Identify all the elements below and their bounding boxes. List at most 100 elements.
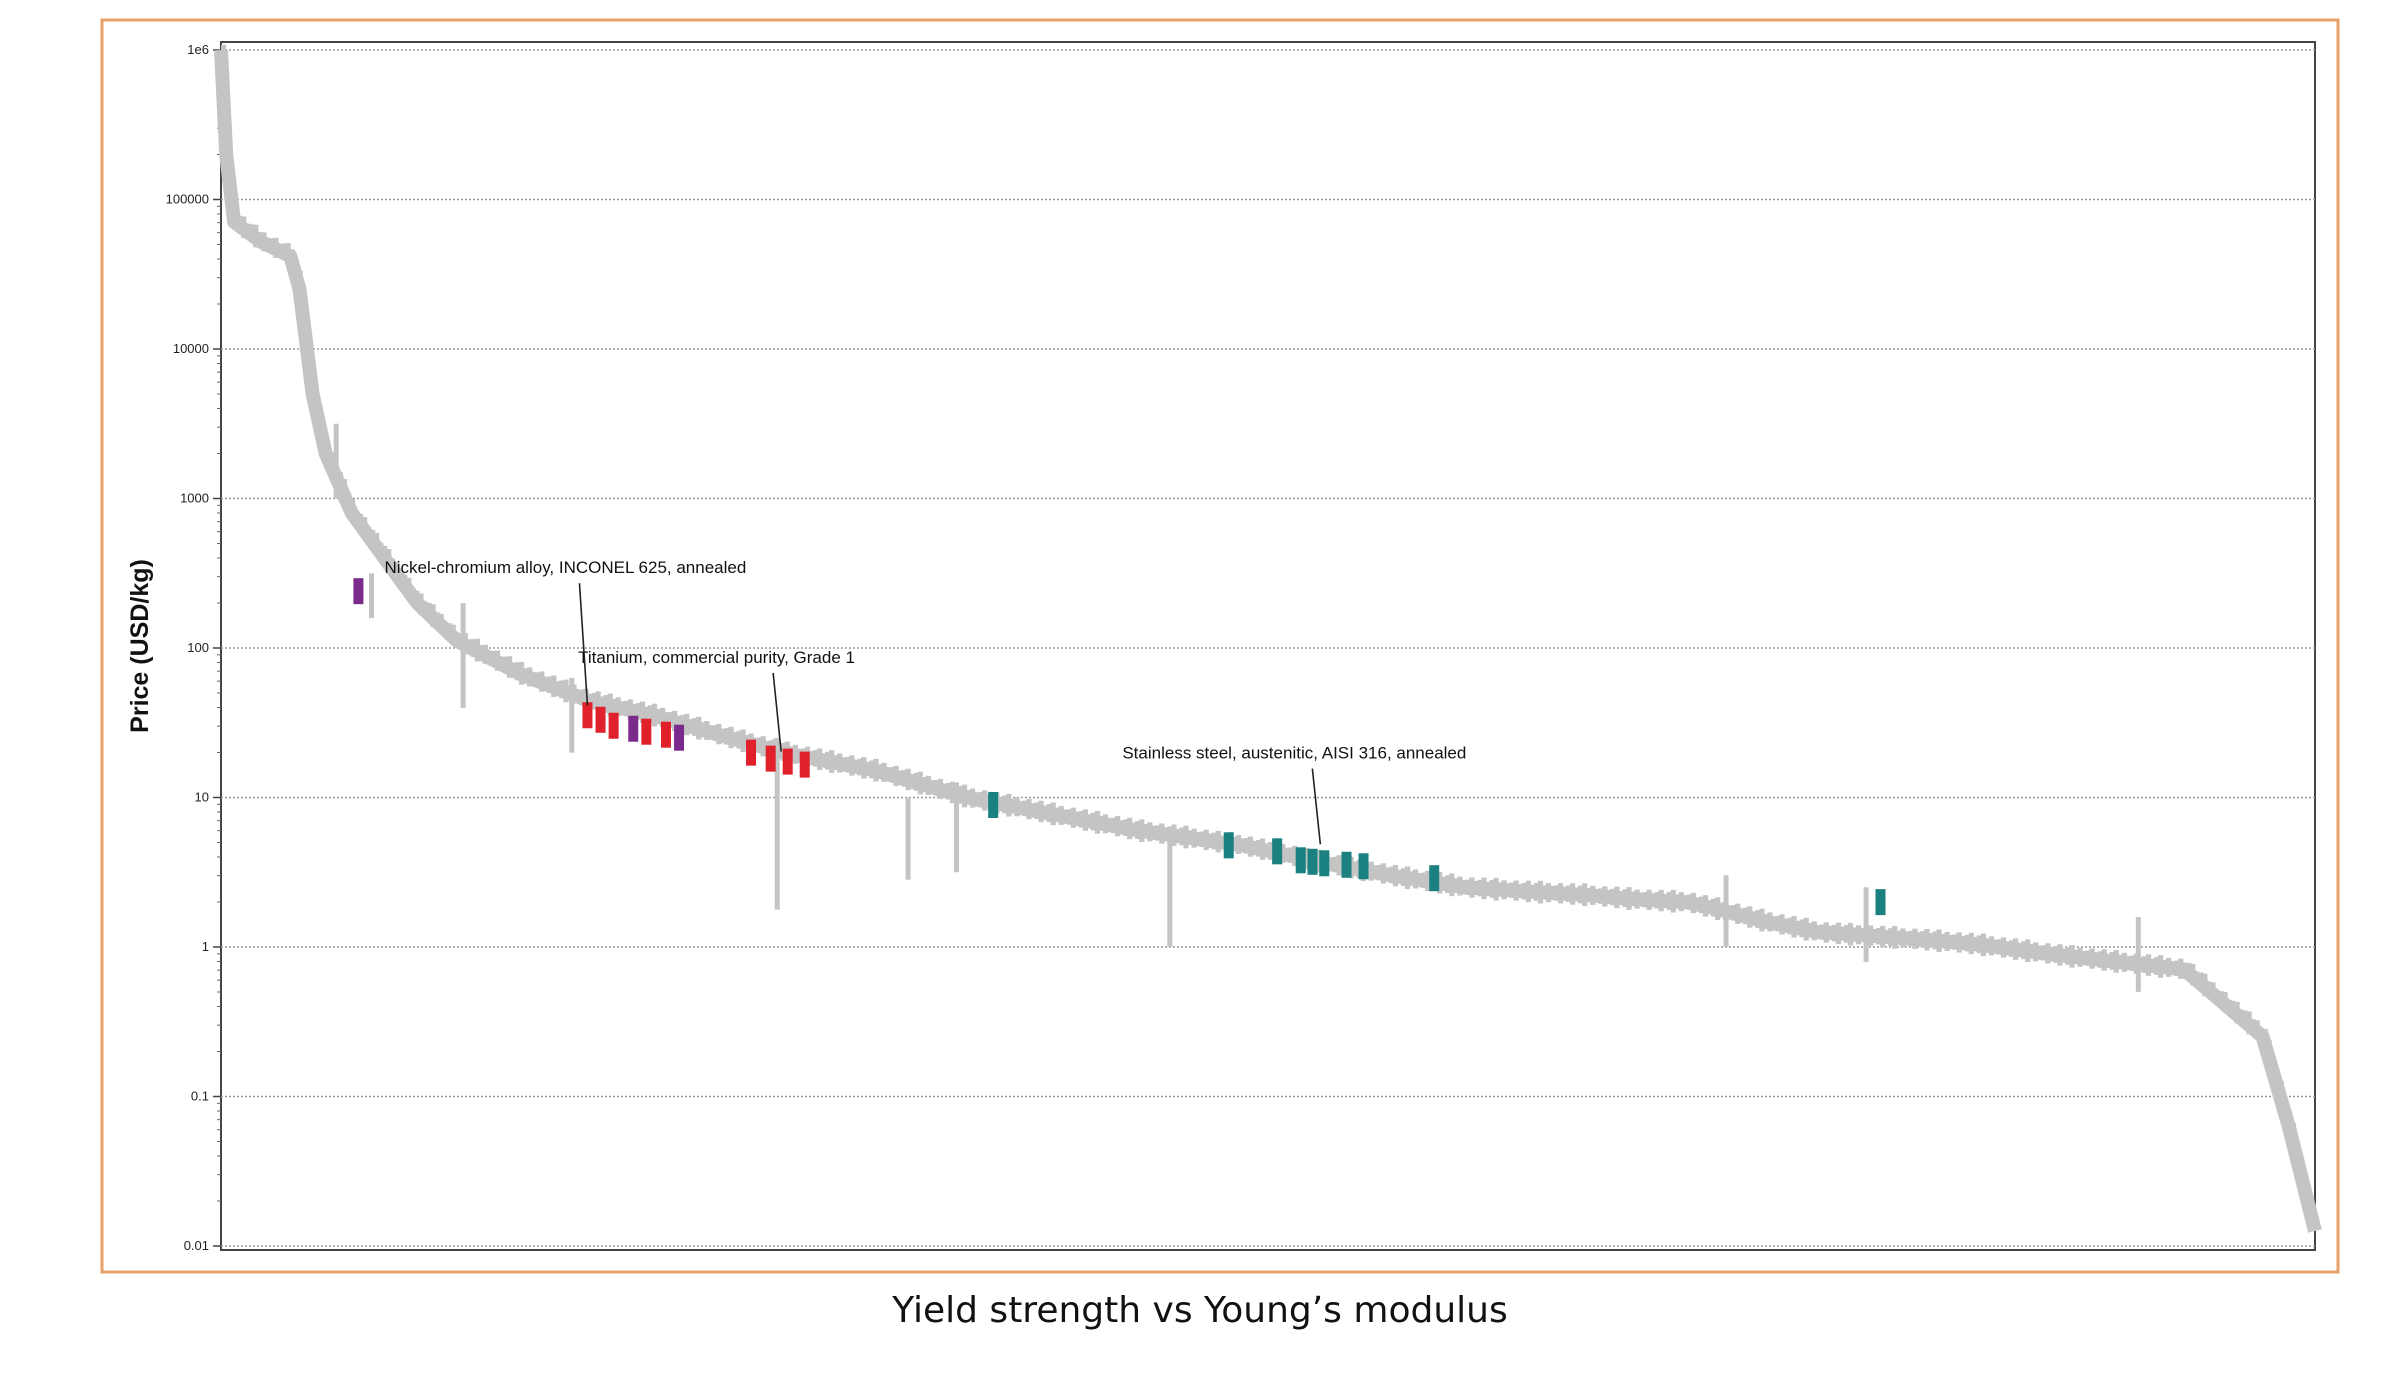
price-bar bbox=[2242, 1010, 2248, 1029]
price-bar bbox=[2157, 955, 2164, 978]
price-bar bbox=[527, 667, 533, 687]
price-bar bbox=[349, 499, 356, 519]
price-bar bbox=[285, 243, 291, 265]
price-bar bbox=[1972, 937, 1978, 951]
price-bar bbox=[2065, 946, 2071, 965]
highlight-bar bbox=[660, 721, 671, 748]
price-bar bbox=[341, 479, 348, 502]
price-bar bbox=[1449, 873, 1455, 897]
price-bar bbox=[2170, 962, 2176, 974]
tick-label: 1 bbox=[202, 939, 209, 954]
price-bar bbox=[1799, 919, 1805, 938]
price-bar bbox=[1578, 885, 1584, 904]
price-bar bbox=[2145, 954, 2152, 976]
price-bar bbox=[257, 232, 263, 247]
price-bar bbox=[1110, 817, 1117, 834]
annotations: Nickel-chromium alloy, INCONEL 625, anne… bbox=[384, 558, 1466, 845]
price-bar bbox=[998, 797, 1004, 811]
price-bar bbox=[865, 762, 871, 776]
price-bar bbox=[1159, 823, 1165, 844]
price-bar bbox=[2290, 1123, 2297, 1146]
price-bar bbox=[1533, 883, 1540, 901]
price-bar bbox=[663, 713, 670, 724]
price-bar bbox=[1396, 869, 1403, 883]
price-bar bbox=[2121, 952, 2127, 972]
price-bar bbox=[1646, 889, 1652, 910]
price-bar bbox=[901, 769, 907, 787]
price-bar bbox=[2258, 1028, 2264, 1039]
price-bar bbox=[1557, 883, 1564, 904]
price-bar bbox=[1727, 906, 1733, 917]
price-bar bbox=[382, 545, 388, 564]
price-bar bbox=[1247, 836, 1254, 857]
price-bar bbox=[909, 774, 915, 788]
price-bar bbox=[829, 750, 835, 773]
price-bar bbox=[1988, 936, 1995, 956]
price-spike bbox=[569, 677, 575, 753]
price-bar bbox=[1626, 887, 1632, 910]
price-bar bbox=[1618, 891, 1624, 905]
price-bar bbox=[579, 689, 585, 705]
price-bar bbox=[635, 703, 641, 720]
price-bar bbox=[2021, 941, 2027, 960]
price-bar bbox=[1255, 840, 1262, 857]
price-bar bbox=[704, 721, 710, 741]
price-bar bbox=[1682, 896, 1688, 908]
price-bar bbox=[933, 780, 939, 796]
price-bar bbox=[978, 791, 984, 808]
price-bar bbox=[1851, 927, 1858, 942]
price-bar bbox=[1388, 866, 1395, 884]
price-bar bbox=[1135, 821, 1141, 839]
price-bar bbox=[539, 671, 545, 692]
price-bar bbox=[2202, 973, 2208, 997]
price-bar bbox=[498, 656, 505, 669]
price-bar bbox=[2129, 955, 2135, 971]
highlight-bar bbox=[1341, 851, 1352, 878]
price-bar bbox=[1868, 925, 1874, 946]
price-bar bbox=[1763, 914, 1769, 929]
price-bar bbox=[1372, 866, 1378, 878]
price-bar bbox=[1807, 922, 1813, 938]
price-bar bbox=[627, 699, 633, 720]
price-bar bbox=[1984, 938, 1991, 953]
price-bar bbox=[659, 707, 666, 727]
price-bar bbox=[619, 702, 625, 713]
price-bar bbox=[1719, 902, 1725, 917]
price-bar bbox=[1127, 817, 1133, 840]
price-bar bbox=[1078, 810, 1084, 828]
price-bar bbox=[1151, 827, 1157, 838]
price-bar bbox=[2206, 981, 2212, 996]
price-bar bbox=[2000, 937, 2007, 958]
price-bar bbox=[1634, 889, 1640, 909]
price-bar bbox=[1694, 898, 1701, 910]
price-bar bbox=[289, 249, 295, 263]
tick-label: 0.01 bbox=[184, 1238, 209, 1253]
price-bar bbox=[2101, 949, 2107, 971]
price-bar bbox=[2178, 958, 2184, 979]
price-bar bbox=[1574, 887, 1580, 901]
price-bar bbox=[253, 224, 259, 248]
highlight-bar bbox=[765, 745, 776, 772]
price-bar bbox=[2125, 957, 2131, 968]
annotation-label: Titanium, commercial purity, Grade 1 bbox=[578, 648, 855, 667]
price-bar bbox=[961, 784, 968, 808]
price-bar bbox=[1493, 877, 1499, 901]
price-bar bbox=[265, 238, 271, 250]
price-bar bbox=[1425, 870, 1431, 892]
price-bar bbox=[2306, 1191, 2313, 1207]
price-bar bbox=[1747, 906, 1753, 928]
price-bar bbox=[2310, 1204, 2317, 1226]
price-bar bbox=[1960, 936, 1966, 949]
price-bar bbox=[720, 729, 726, 742]
price-bar bbox=[1404, 866, 1411, 890]
price-bar bbox=[293, 258, 299, 277]
price-bar bbox=[1702, 895, 1709, 917]
price-bar bbox=[1412, 869, 1419, 889]
price-bar bbox=[1827, 926, 1833, 939]
price-bar bbox=[732, 732, 738, 746]
tick-label: 100 bbox=[187, 640, 209, 655]
price-bar bbox=[2025, 939, 2031, 963]
price-bar bbox=[2089, 948, 2095, 969]
price-bar bbox=[1606, 890, 1612, 903]
